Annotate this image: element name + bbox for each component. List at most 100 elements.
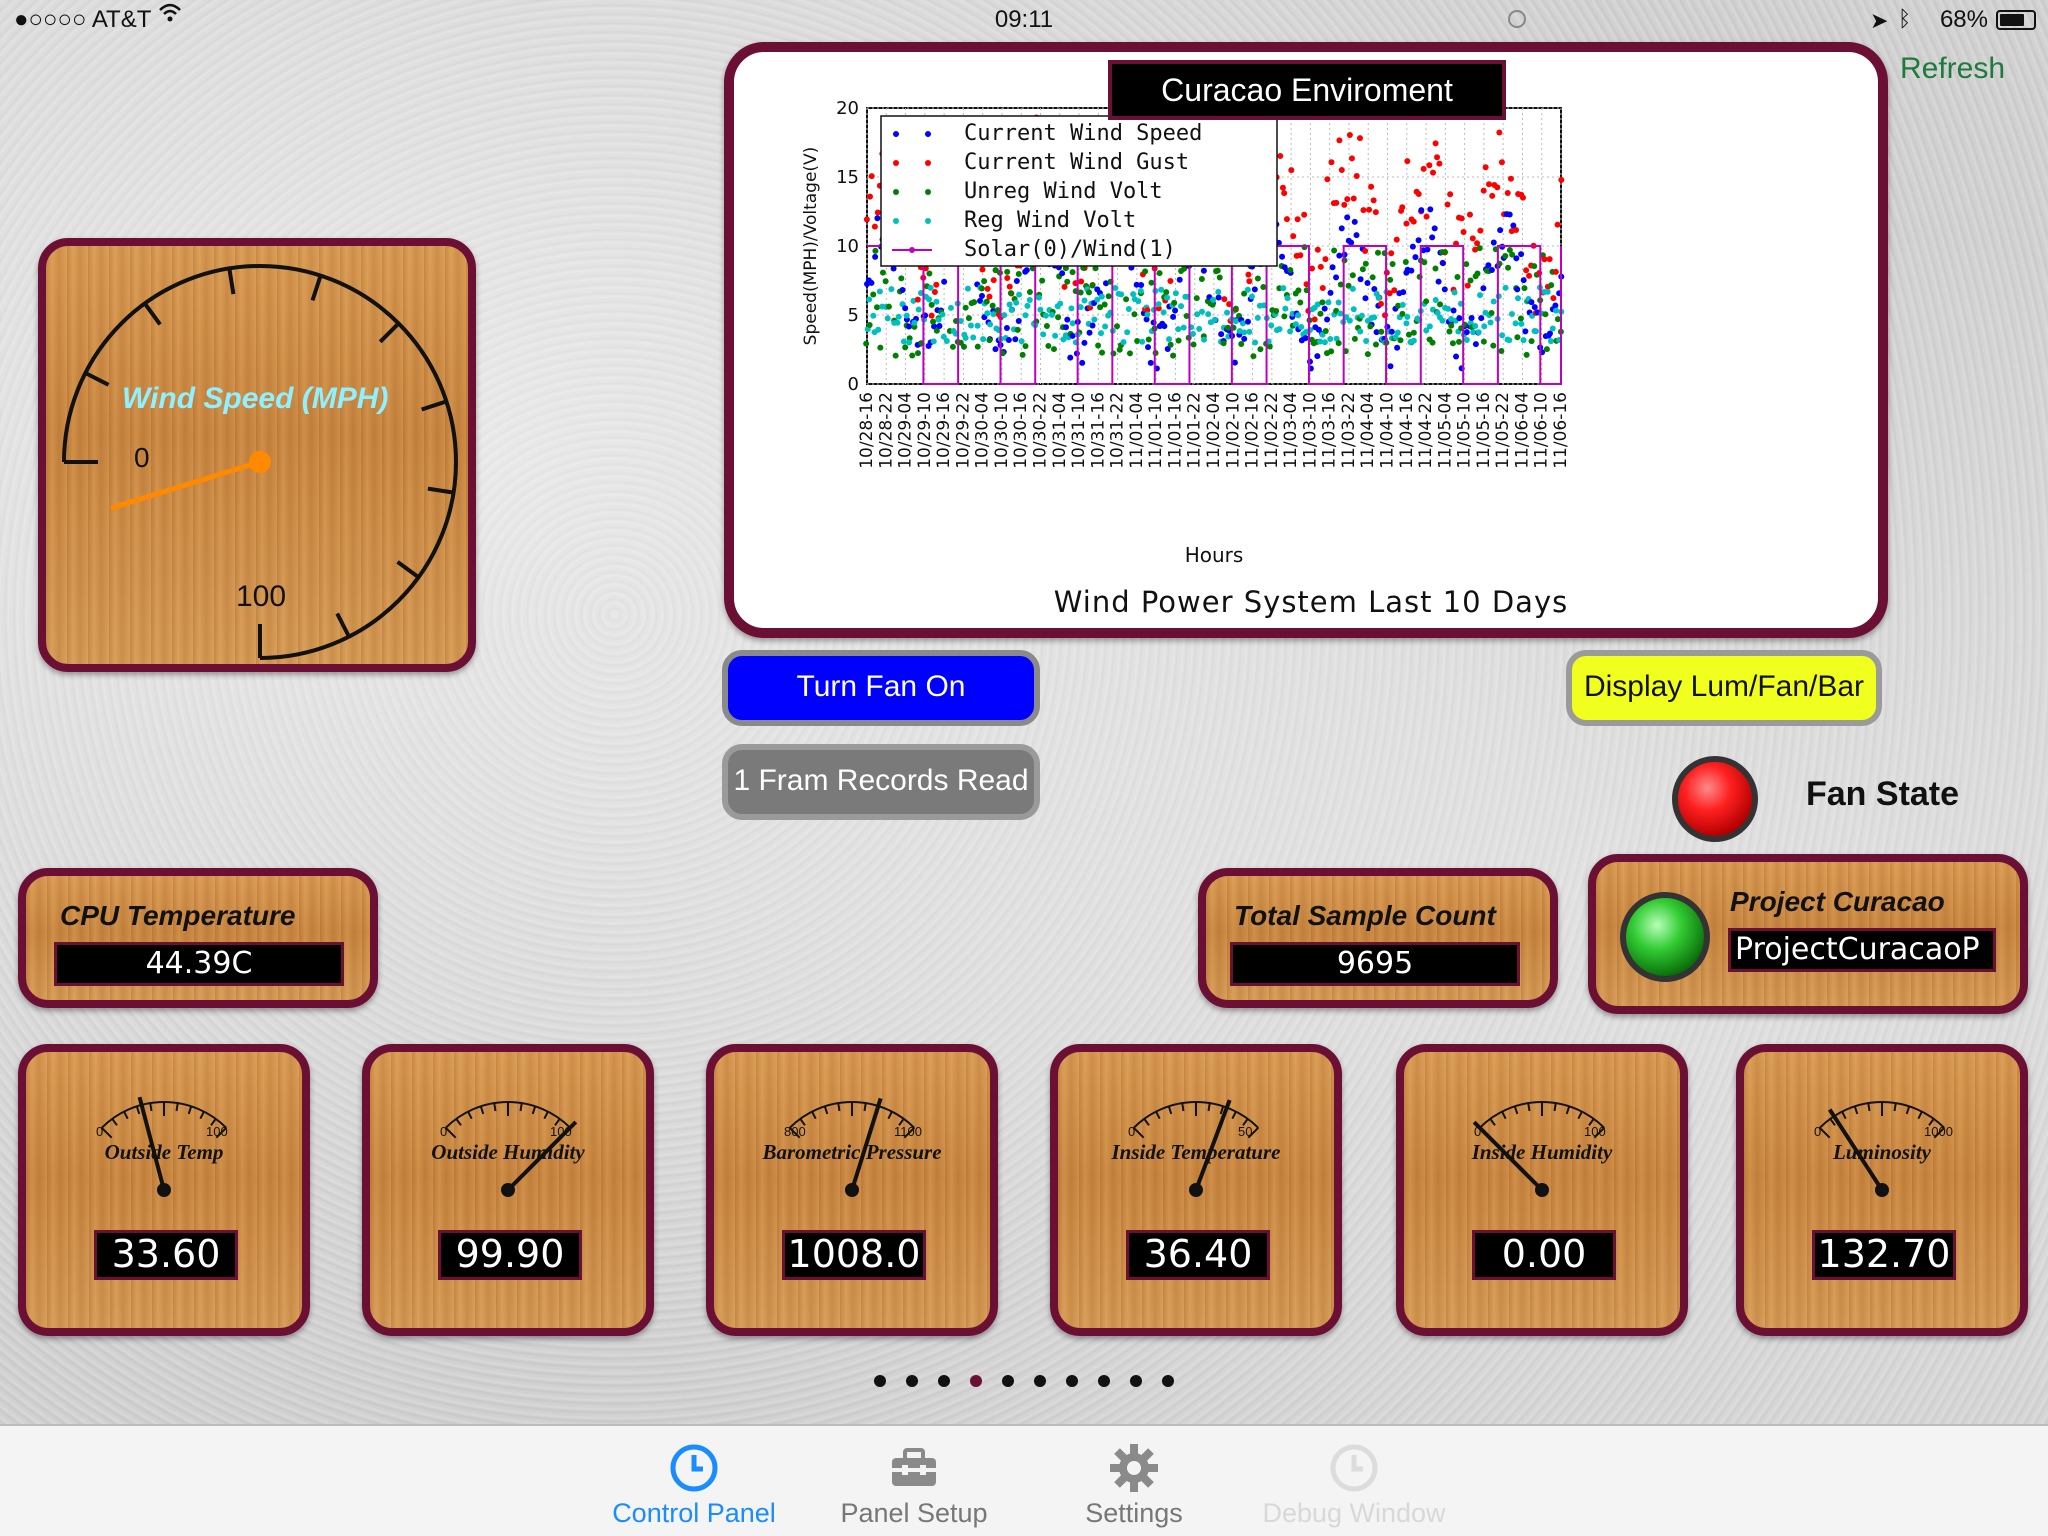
data-point [1464, 282, 1471, 289]
meter-max-label: 100 [550, 1124, 572, 1139]
page-dot[interactable] [1066, 1375, 1078, 1387]
data-point [1324, 176, 1331, 183]
data-point [989, 302, 996, 309]
data-point [890, 265, 897, 272]
x-tick-label: 11/02-04 [1204, 392, 1224, 469]
meter-max-label: 1100 [894, 1124, 922, 1139]
data-point [1494, 184, 1501, 191]
tab-bar: Control Panel Panel Setup Settings Debug… [0, 1424, 2048, 1536]
data-point [888, 286, 895, 293]
data-point [1518, 320, 1525, 327]
data-point [906, 339, 913, 346]
display-lum-fan-bar-button[interactable]: Display Lum/Fan/Bar [1566, 650, 1882, 726]
data-point [1423, 213, 1430, 220]
data-point [1480, 285, 1487, 292]
meter-luminosity: 0 1000 Luminosity 132.70 [1736, 1044, 2028, 1336]
data-point [1387, 363, 1394, 370]
data-point [1395, 302, 1402, 309]
data-point [1133, 281, 1140, 288]
data-point [1532, 328, 1539, 335]
page-dot[interactable] [1034, 1375, 1046, 1387]
data-point [1371, 314, 1378, 321]
meter-title: Barometric Pressure [762, 1140, 942, 1164]
tab-panel-setup[interactable]: Panel Setup [814, 1426, 1014, 1536]
data-point [1158, 286, 1165, 293]
data-point [870, 312, 877, 319]
data-point [1052, 332, 1059, 339]
meter-max-label: 100 [1584, 1124, 1606, 1139]
data-point [1523, 351, 1530, 358]
data-point [1504, 189, 1511, 196]
data-point [1298, 323, 1305, 330]
page-dot[interactable] [1098, 1375, 1110, 1387]
page-dot[interactable] [970, 1375, 982, 1387]
data-point [1378, 328, 1385, 335]
data-point [1045, 342, 1052, 349]
turn-fan-on-button[interactable]: Turn Fan On [722, 650, 1040, 726]
data-point [1418, 207, 1425, 214]
data-point [1078, 278, 1085, 285]
data-point [1126, 350, 1133, 357]
tab-settings[interactable]: Settings [1034, 1426, 1234, 1536]
x-tick-label: 11/05-10 [1455, 392, 1475, 469]
data-point [1507, 175, 1514, 182]
data-point [914, 296, 921, 303]
page-dot[interactable] [1162, 1375, 1174, 1387]
status-bar: ●○○○○ AT&T 09:11 ➤ ᛒ 68% [0, 0, 2048, 40]
data-point [1435, 278, 1442, 285]
data-point [1148, 279, 1155, 286]
page-dot[interactable] [874, 1375, 886, 1387]
data-point [1394, 329, 1401, 336]
data-point [1295, 312, 1302, 319]
tab-control-panel[interactable]: Control Panel [594, 1426, 794, 1536]
data-point [1026, 289, 1033, 296]
sample-count-value: 9695 [1230, 942, 1520, 986]
data-point [872, 253, 879, 260]
data-point [1472, 341, 1479, 348]
data-point [1488, 309, 1495, 316]
data-point [1367, 323, 1374, 330]
data-point [1095, 342, 1102, 349]
data-point [1405, 331, 1412, 338]
data-point [1200, 267, 1207, 274]
data-point [1496, 129, 1503, 136]
data-point [1201, 336, 1208, 343]
data-point [1382, 312, 1389, 319]
page-dot[interactable] [906, 1375, 918, 1387]
data-point [1102, 280, 1109, 287]
data-point [911, 319, 918, 326]
data-point [1317, 263, 1324, 270]
data-point [1085, 289, 1092, 296]
data-point [1245, 271, 1252, 278]
data-point [1172, 290, 1179, 297]
data-point [1226, 301, 1233, 308]
x-tick-label: 11/06-04 [1512, 392, 1532, 469]
data-point [1277, 153, 1284, 160]
data-point [1139, 338, 1146, 345]
data-point [1239, 320, 1246, 327]
data-point [1552, 302, 1559, 309]
tab-debug-window[interactable]: Debug Window [1254, 1426, 1454, 1536]
wind-gauge-pivot [249, 451, 271, 473]
data-point [1110, 350, 1117, 357]
data-point [1214, 267, 1221, 274]
fram-records-button[interactable]: 1 Fram Records Read [722, 744, 1040, 820]
data-point [1024, 302, 1031, 309]
page-dot[interactable] [1002, 1375, 1014, 1387]
data-point [1357, 276, 1364, 283]
data-point [1348, 239, 1355, 246]
page-dot[interactable] [1130, 1375, 1142, 1387]
data-point [1513, 227, 1520, 234]
data-point [1241, 329, 1248, 336]
data-point [1241, 290, 1248, 297]
data-point [1549, 325, 1556, 332]
meter-needle [1827, 1108, 1884, 1192]
page-dot[interactable] [938, 1375, 950, 1387]
data-point [1346, 317, 1353, 324]
data-point [987, 321, 994, 328]
meter-needle [850, 1097, 883, 1191]
refresh-button[interactable]: Refresh [1900, 52, 2006, 85]
data-point [960, 343, 967, 350]
data-point [1432, 140, 1439, 147]
data-point [1006, 283, 1013, 290]
